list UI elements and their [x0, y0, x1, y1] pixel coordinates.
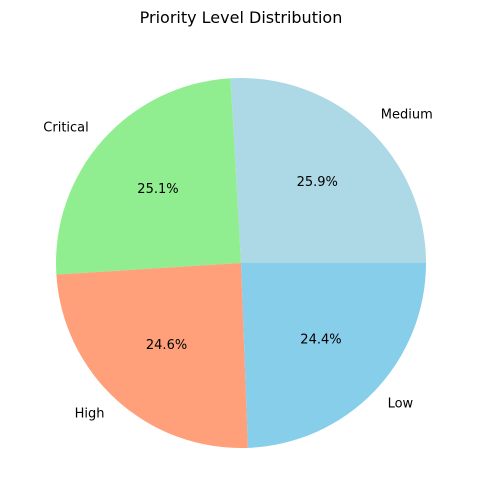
- slice-label-high: High: [75, 406, 105, 421]
- slice-label-medium: Medium: [381, 108, 433, 123]
- pie-slice-medium: [231, 78, 426, 263]
- pie-slices: [56, 78, 426, 448]
- pct-label-low: 24.4%: [300, 332, 341, 347]
- pie-slice-low: [241, 263, 426, 448]
- slice-label-low: Low: [388, 397, 414, 412]
- pie-slice-critical: [56, 78, 241, 274]
- pct-label-high: 24.6%: [146, 338, 187, 353]
- pct-label-critical: 25.1%: [137, 182, 178, 197]
- chart-title: Priority Level Distribution: [140, 8, 343, 27]
- pct-label-medium: 25.9%: [297, 175, 338, 190]
- slice-label-critical: Critical: [43, 120, 88, 135]
